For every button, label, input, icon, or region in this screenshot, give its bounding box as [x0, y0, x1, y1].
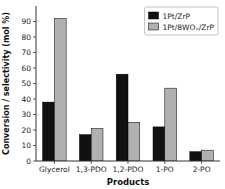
- y-tick: [33, 68, 36, 69]
- legend-swatch: [149, 23, 159, 30]
- legend: 1Pt/ZrP 1Pt/8WOₓ/ZrP: [145, 7, 218, 35]
- y-tick-label: 80: [21, 33, 31, 42]
- y-tick: [33, 130, 36, 131]
- x-tick-label: 1,2-PDO: [113, 165, 144, 174]
- y-tick-label: 50: [21, 79, 31, 88]
- y-tick: [33, 52, 36, 53]
- y-tick-label: 20: [21, 126, 31, 135]
- bar: [128, 122, 140, 161]
- y-axis-label: Conversion / selectivity (mol %): [2, 12, 11, 155]
- y-tick: [33, 37, 36, 38]
- legend-box: [145, 7, 218, 35]
- bar: [79, 135, 91, 161]
- y-tick: [33, 114, 36, 115]
- y-tick-label: 10: [21, 141, 31, 150]
- bar: [153, 127, 165, 161]
- bar: [202, 150, 214, 161]
- y-tick-label: 60: [21, 64, 31, 73]
- chart: 0 10 20 30 40 50 60 70 80 90 Glycerol 1,3-PDO 1,2-PD…: [0, 0, 225, 189]
- y-tick: [33, 161, 36, 162]
- bars: [43, 18, 214, 161]
- x-tick-label: 2-PO: [193, 165, 211, 174]
- bar: [165, 88, 177, 161]
- y-tick-label: 0: [26, 157, 31, 166]
- x-tick: [164, 161, 165, 164]
- y-tick: [33, 83, 36, 84]
- x-tick-label: Glycerol: [39, 165, 70, 174]
- legend-label: 1Pt/8WOₓ/ZrP: [163, 23, 215, 32]
- x-tick: [91, 161, 92, 164]
- y-tick: [33, 99, 36, 100]
- bar: [190, 152, 202, 161]
- x-tick-label: 1-PO: [156, 165, 174, 174]
- y-tick: [33, 21, 36, 22]
- x-tick-label: 1,3-PDO: [76, 165, 107, 174]
- y-tick: [33, 145, 36, 146]
- y-tick-label: 70: [21, 48, 31, 57]
- x-tick: [201, 161, 202, 164]
- x-tick: [54, 161, 55, 164]
- legend-swatch: [149, 12, 159, 19]
- x-axis-label: Products: [107, 177, 150, 187]
- bar: [91, 128, 103, 161]
- legend-label: 1Pt/ZrP: [163, 12, 191, 21]
- y-tick-label: 30: [21, 110, 31, 119]
- bar: [43, 102, 55, 161]
- bar: [54, 18, 66, 161]
- x-tick: [128, 161, 129, 164]
- y-tick-label: 40: [21, 95, 31, 104]
- y-tick-label: 90: [21, 17, 31, 26]
- bar: [116, 74, 128, 161]
